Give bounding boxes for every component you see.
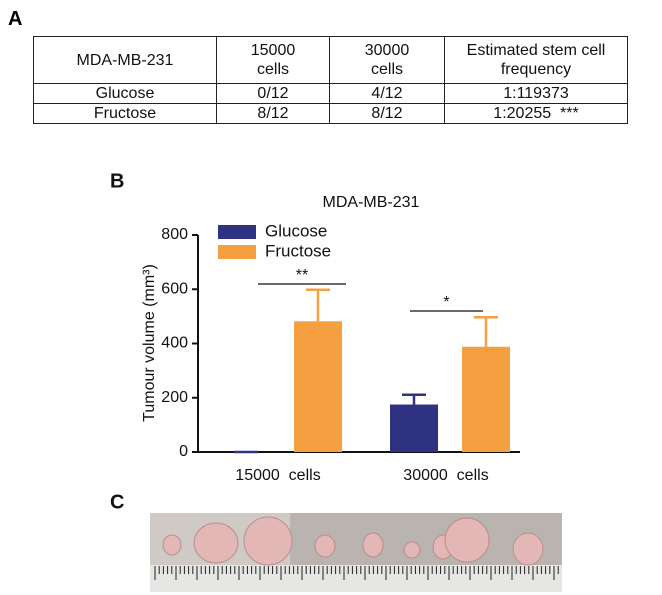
y-tick-label: 400 xyxy=(161,335,188,352)
header-cell: MDA-MB-231 xyxy=(33,36,217,84)
legend-label: Fructose xyxy=(265,241,331,260)
y-tick-label: 0 xyxy=(179,443,188,460)
y-axis-label: Tumour volume (mm³) xyxy=(141,264,158,422)
cell: 1:119373 xyxy=(444,83,628,104)
x-tick-label: 30000 cells xyxy=(403,467,488,484)
table-header: MDA-MB-231 15000 cells 30000 cells Estim… xyxy=(33,36,628,84)
tumour xyxy=(193,522,239,564)
tumour xyxy=(243,516,293,566)
y-tick-label: 800 xyxy=(161,226,188,243)
cell: 1:20255 *** xyxy=(444,103,628,124)
tumour xyxy=(314,534,336,558)
chart-title: MDA-MB-231 xyxy=(323,194,420,211)
cell: 8/12 xyxy=(216,103,330,124)
ruler xyxy=(150,565,562,592)
photo-content xyxy=(150,513,562,592)
header-cell: Estimated stem cell frequency xyxy=(444,36,628,84)
header-cell: 30000 cells xyxy=(329,36,445,84)
panel-label: C xyxy=(110,491,124,513)
cell: 8/12 xyxy=(329,103,445,124)
error-bar xyxy=(402,393,426,405)
y-tick-label: 200 xyxy=(161,389,188,406)
cell: Fructose xyxy=(33,103,217,124)
bar xyxy=(294,321,342,452)
x-tick-label: 15000 cells xyxy=(235,467,320,484)
table-row: Fructose 8/12 8/12 1:20255 *** xyxy=(33,103,628,124)
table-row: Glucose 0/12 4/12 1:119373 xyxy=(33,83,628,104)
tumour xyxy=(444,517,490,563)
table: MDA-MB-231 15000 cells 30000 cells Estim… xyxy=(33,36,628,124)
tumour xyxy=(512,532,544,566)
bar xyxy=(462,346,510,452)
panel-label: A xyxy=(8,8,23,30)
header-cell: 15000 cells xyxy=(216,36,330,84)
error-bar xyxy=(306,288,330,322)
tumour xyxy=(362,532,384,558)
legend-swatch xyxy=(218,245,256,259)
significance-label: * xyxy=(443,294,449,311)
tumour xyxy=(403,541,421,559)
legend-swatch xyxy=(218,225,256,239)
tumour xyxy=(162,534,182,556)
bar xyxy=(390,404,438,452)
error-bar xyxy=(474,315,498,347)
cell: 4/12 xyxy=(329,83,445,104)
significance-label: ** xyxy=(296,267,308,284)
y-tick-label: 600 xyxy=(161,280,188,297)
panel-label: B xyxy=(110,170,124,192)
legend-label: Glucose xyxy=(265,221,327,240)
